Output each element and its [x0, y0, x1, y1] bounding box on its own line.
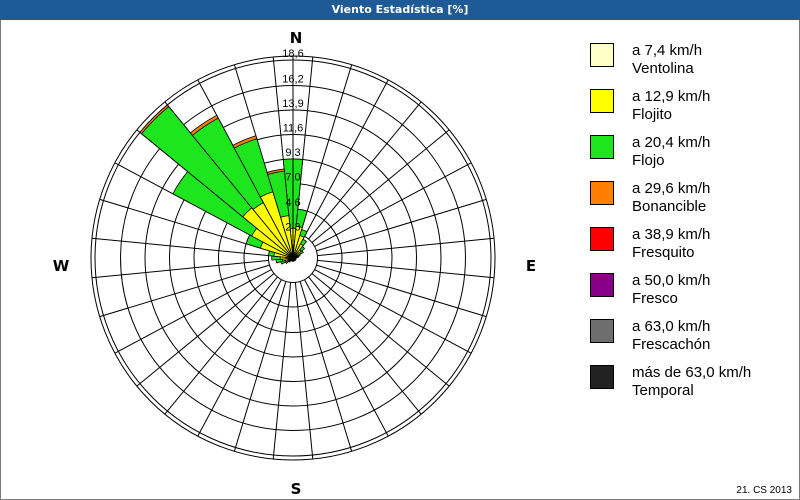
ring-label: 9,3 [285, 147, 300, 159]
wind-bar-segment [280, 215, 294, 259]
grid-spoke [317, 237, 495, 257]
cardinal-n: N [290, 29, 303, 47]
grid-spoke [317, 259, 495, 279]
cardinal-s: S [291, 480, 302, 498]
ring-label: 11,6 [283, 123, 304, 135]
grid-spoke [311, 129, 450, 243]
grid-spoke [304, 279, 389, 437]
ring-label: 4,6 [285, 197, 300, 209]
ring-label: 7,0 [285, 171, 300, 183]
ring-label: 13,9 [282, 98, 303, 110]
ring-label: 2,3 [285, 222, 300, 234]
grid-spoke [314, 162, 472, 247]
footer-note: 21. CS 2013 [736, 485, 792, 496]
grid-spoke [316, 264, 487, 318]
legend-swatch [590, 319, 614, 343]
legend-swatch [590, 43, 614, 67]
cardinal-e: E [526, 257, 536, 275]
legend-label: a 38,9 km/h Fresquito [632, 226, 711, 261]
legend-label: a 7,4 km/h Ventolina [632, 42, 703, 77]
window-title: Viento Estadística [%] [0, 0, 800, 20]
grid-spoke [314, 269, 472, 354]
ring-label: 16,2 [282, 74, 303, 86]
grid-spoke [197, 279, 282, 437]
grid-spoke [299, 281, 353, 452]
grid-spoke [99, 198, 270, 252]
legend-label: a 63,0 km/h Frescachón [632, 318, 711, 353]
grid-spoke [114, 269, 272, 354]
legend-swatch [590, 181, 614, 205]
legend-label: a 29,6 km/h Bonancible [632, 180, 711, 215]
grid-spoke [91, 259, 269, 279]
grid-spoke [316, 198, 487, 252]
grid-spoke [272, 282, 292, 460]
grid-spoke [299, 64, 353, 235]
grid-spoke [233, 281, 287, 452]
grid-spoke [164, 276, 278, 415]
legend-swatch [590, 273, 614, 297]
cardinal-w: W [53, 257, 70, 275]
grid-spoke [91, 237, 269, 257]
legend-swatch [590, 365, 614, 389]
legend-label: a 12,9 km/h Flojito [632, 88, 711, 123]
grid-spoke [136, 273, 275, 387]
grid-spoke [308, 276, 422, 415]
legend-swatch [590, 227, 614, 251]
grid-spoke [311, 273, 450, 387]
grid-spoke [308, 101, 422, 240]
grid-spoke [99, 264, 270, 318]
legend-swatch [590, 135, 614, 159]
ring-label: 18,6 [282, 48, 303, 60]
legend-label: a 20,4 km/h Flojo [632, 134, 711, 169]
legend-swatch [590, 89, 614, 113]
legend-label: más de 63,0 km/h Temporal [632, 364, 752, 399]
legend-label: a 50,0 km/h Fresco [632, 272, 711, 307]
grid-spoke [294, 282, 314, 460]
grid-spoke [304, 79, 389, 237]
